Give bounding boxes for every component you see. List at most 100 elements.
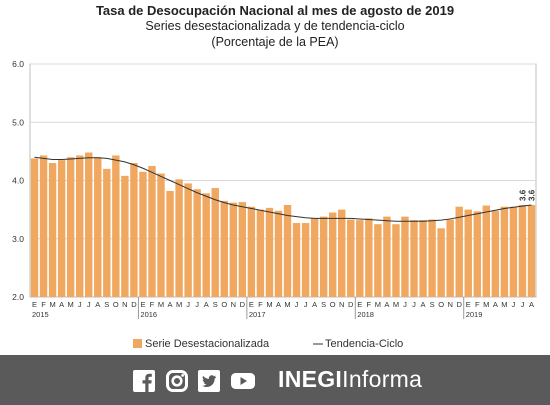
bar (148, 165, 156, 297)
x-tick-label: A (95, 300, 100, 309)
bar (166, 190, 174, 297)
instagram-icon[interactable] (166, 370, 188, 392)
bar (437, 228, 445, 297)
x-tick-label: N (231, 300, 236, 309)
bar (94, 157, 102, 297)
x-tick-label: A (168, 300, 173, 309)
bar (419, 220, 427, 297)
bar (500, 206, 509, 297)
x-tick-label: N (447, 300, 452, 309)
bar (139, 171, 147, 297)
x-tick-label: A (529, 300, 534, 309)
x-tick-label: F (367, 300, 372, 309)
bar (229, 202, 238, 297)
x-tick-label: S (213, 300, 218, 309)
legend-swatch-bars (133, 339, 142, 348)
x-tick-label: J (186, 300, 190, 309)
bar (301, 223, 310, 297)
x-year-label: 2016 (140, 310, 157, 319)
x-tick-label: F (475, 300, 480, 309)
bar (103, 168, 111, 297)
bar (75, 155, 84, 297)
bar (184, 183, 192, 297)
bar (446, 219, 454, 297)
bar (112, 155, 120, 297)
bar (85, 152, 93, 297)
x-year-label: 2017 (249, 310, 266, 319)
legend-label-bars: Serie Desestacionalizada (145, 338, 270, 350)
bar (48, 163, 57, 297)
chart-area: Tasa de Desocupación Nacional al mes de … (12, 3, 537, 350)
y-tick-label: 3.0 (12, 234, 24, 244)
bar (464, 209, 472, 297)
x-tick-label: J (78, 300, 82, 309)
x-tick-label: S (321, 300, 326, 309)
bar (374, 224, 382, 297)
x-tick-label: S (430, 300, 435, 309)
x-tick-label: D (131, 300, 137, 309)
bar (121, 175, 129, 297)
bar (130, 163, 138, 297)
bar (175, 179, 183, 297)
bar (356, 220, 364, 297)
x-tick-label: D (348, 300, 354, 309)
x-tick-label: E (249, 300, 254, 309)
bar (518, 204, 527, 297)
y-tick-label: 4.0 (12, 176, 24, 186)
x-tick-label: N (122, 300, 127, 309)
x-tick-label: A (493, 300, 498, 309)
x-tick-label: O (438, 300, 444, 309)
facebook-icon[interactable] (133, 370, 155, 392)
x-tick-label: F (41, 300, 46, 309)
x-tick-label: E (466, 300, 471, 309)
bar (527, 204, 536, 297)
x-tick-label: J (87, 300, 91, 309)
x-tick-label: E (140, 300, 145, 309)
x-tick-label: E (32, 300, 37, 309)
x-tick-label: A (384, 300, 389, 309)
x-tick-label: J (412, 300, 416, 309)
x-tick-label: M (176, 300, 182, 309)
data-label: 3.6 (527, 189, 536, 201)
bar (66, 157, 75, 297)
x-tick-label: M (393, 300, 399, 309)
bar (428, 219, 436, 297)
x-tick-label: M (49, 300, 55, 309)
x-tick-label: A (276, 300, 281, 309)
youtube-icon[interactable] (230, 370, 256, 392)
x-tick-label: S (104, 300, 109, 309)
twitter-icon[interactable] (198, 370, 220, 392)
bar (57, 160, 66, 297)
bar (39, 155, 48, 297)
x-tick-label: D (240, 300, 246, 309)
bar (338, 209, 346, 297)
bar (410, 220, 418, 297)
x-tick-label: F (258, 300, 263, 309)
x-tick-label: J (195, 300, 199, 309)
x-tick-label: F (150, 300, 155, 309)
bar (491, 210, 500, 297)
x-tick-label: J (304, 300, 308, 309)
brand-light: Informa (342, 366, 423, 392)
bar (292, 223, 301, 297)
bar (328, 212, 337, 297)
x-tick-label: J (403, 300, 407, 309)
x-tick-label: A (421, 300, 426, 309)
x-tick-label: M (375, 300, 381, 309)
x-tick-label: A (59, 300, 64, 309)
x-tick-label: J (512, 300, 516, 309)
brand-bold: INEGI (278, 366, 343, 392)
bar (265, 207, 274, 297)
chart-subtitle: Series desestacionalizada y de tendencia… (145, 19, 405, 33)
x-tick-label: M (483, 300, 489, 309)
bar (473, 211, 481, 297)
bar (509, 206, 518, 297)
x-tick-label: M (68, 300, 74, 309)
bar (482, 205, 491, 297)
x-tick-label: A (204, 300, 209, 309)
x-tick-label: M (501, 300, 507, 309)
bar (202, 193, 210, 297)
x-tick-label: M (266, 300, 272, 309)
y-tick-label: 5.0 (12, 117, 24, 127)
bar (455, 206, 463, 297)
